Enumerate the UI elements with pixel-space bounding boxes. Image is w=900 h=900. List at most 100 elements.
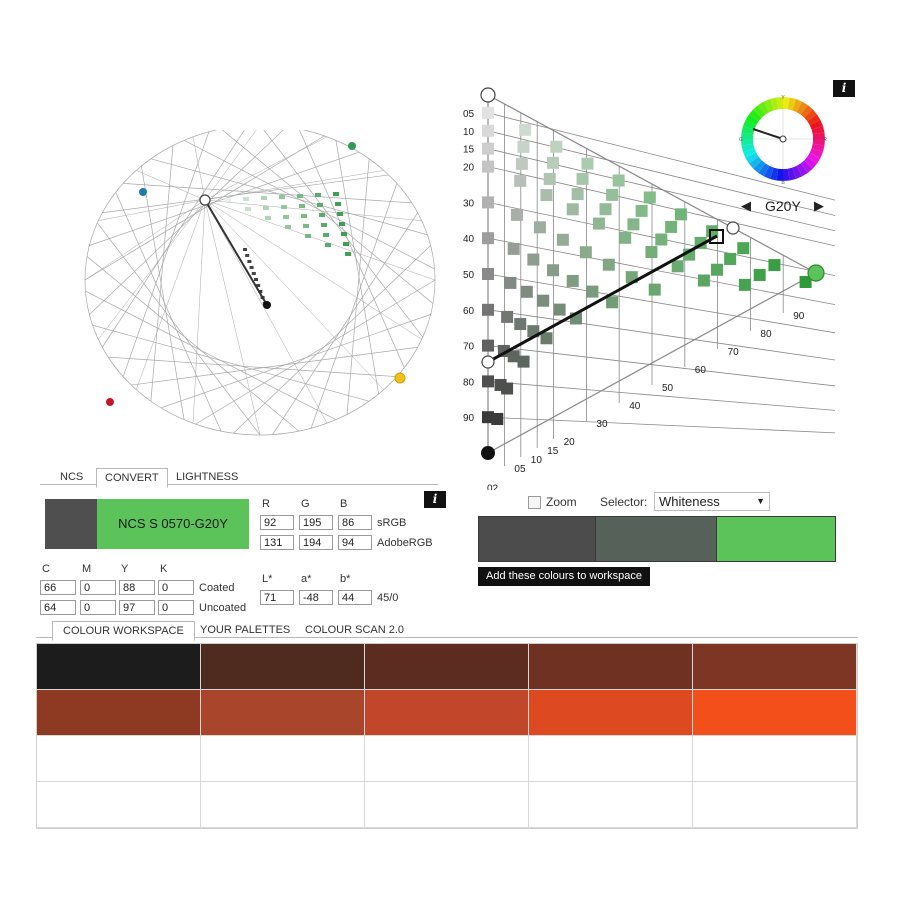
workspace-swatch[interactable] <box>365 644 529 690</box>
selector-colour-1[interactable] <box>478 516 596 562</box>
workspace-swatch[interactable] <box>201 644 365 690</box>
whiteness-tick-label: 40 <box>463 234 475 245</box>
lab-a-field[interactable]: -48 <box>299 590 333 605</box>
lab-label: 45/0 <box>377 592 399 604</box>
full-colour-corner <box>807 264 825 282</box>
adobergb-label: AdobeRGB <box>377 537 433 549</box>
workspace-swatch[interactable] <box>37 644 201 690</box>
lab-b-field[interactable]: 44 <box>338 590 372 605</box>
workspace-empty-slot[interactable] <box>37 782 201 828</box>
tab-colour-scan[interactable]: COLOUR SCAN 2.0 <box>305 624 405 636</box>
wheel-letter: G <box>739 137 743 143</box>
b-header: B <box>340 498 348 510</box>
g-header: G <box>301 498 310 510</box>
triangle-info-button[interactable]: i <box>833 80 855 97</box>
top-tabs-line <box>40 484 438 485</box>
wheel-letter: Y <box>781 95 785 101</box>
add-to-workspace-button[interactable]: Add these colours to workspace <box>478 567 650 586</box>
adobergb-r-field[interactable]: 131 <box>260 535 294 550</box>
tab-colour-workspace[interactable]: COLOUR WORKSPACE <box>52 621 195 641</box>
tab-your-palettes[interactable]: YOUR PALETTES <box>200 624 291 636</box>
selector-value: Whiteness <box>659 494 720 509</box>
blue-hue-marker <box>139 188 147 196</box>
uncoated-k-field[interactable]: 0 <box>158 600 194 615</box>
selector-dropdown[interactable]: Whiteness ▼ <box>654 492 770 511</box>
whiteness-tick-label: 30 <box>463 198 475 209</box>
workspace-empty-slot[interactable] <box>693 736 857 782</box>
chromaticness-tick-label: 90 <box>793 311 805 322</box>
chromaticness-tick-label: 80 <box>760 329 772 340</box>
whiteness-tick-label: 50 <box>463 270 475 281</box>
coated-k-field[interactable]: 0 <box>158 580 194 595</box>
chromaticness-tick-label: 05 <box>514 464 526 475</box>
m-header: M <box>82 563 92 575</box>
workspace-empty-slot[interactable] <box>693 782 857 828</box>
workspace-swatch[interactable] <box>693 690 857 736</box>
workspace-empty-slot[interactable] <box>37 736 201 782</box>
whiteness-tick-label: 20 <box>463 163 475 174</box>
chevron-down-icon: ▼ <box>756 496 765 506</box>
hue-needle <box>752 128 784 140</box>
coated-y-field[interactable]: 88 <box>119 580 155 595</box>
workspace-swatch[interactable] <box>37 690 201 736</box>
a-header: a* <box>301 573 312 585</box>
workspace-swatch[interactable] <box>529 690 693 736</box>
black-point-marker <box>263 301 271 309</box>
srgb-b-field[interactable]: 86 <box>338 515 372 530</box>
whiteness-tick-label: 60 <box>463 306 475 317</box>
selection-line <box>487 234 718 364</box>
zoom-checkbox[interactable] <box>528 496 541 509</box>
chromaticness-tick-label: 70 <box>728 347 740 358</box>
black-corner <box>481 446 495 460</box>
whiteness-tick-label: 10 <box>463 127 475 138</box>
tab-lightness[interactable]: LIGHTNESS <box>176 471 239 483</box>
white-point-marker <box>199 194 211 206</box>
whiteness-tick-label: 70 <box>463 342 475 353</box>
tab-convert[interactable]: CONVERT <box>96 468 168 488</box>
top-edge-handle <box>726 221 740 235</box>
uncoated-y-field[interactable]: 97 <box>119 600 155 615</box>
workspace-swatch[interactable] <box>365 690 529 736</box>
ncs-triangle[interactable]: 05 10 15 20 30 40 50 60 70 80 90 02 05 10 15 20 30 40 50 60… <box>455 80 835 490</box>
hue-next-button[interactable]: ▶ <box>814 198 824 213</box>
whiteness-tick-label: 15 <box>463 145 475 156</box>
uncoated-c-field[interactable]: 64 <box>40 600 76 615</box>
convert-info-button[interactable]: i <box>424 491 446 508</box>
uncoated-label: Uncoated <box>199 602 247 614</box>
coated-label: Coated <box>199 582 235 594</box>
coated-c-field[interactable]: 66 <box>40 580 76 595</box>
chromaticness-tick-label: 20 <box>564 437 576 448</box>
selector-colour-3[interactable] <box>716 516 836 562</box>
workspace-empty-slot[interactable] <box>201 782 365 828</box>
b-lab-header: b* <box>340 573 351 585</box>
r-header: R <box>262 498 270 510</box>
whiteness-tick-label: 90 <box>463 413 475 424</box>
workspace-swatch[interactable] <box>693 644 857 690</box>
selector-colour-2[interactable] <box>596 516 716 562</box>
hue-wheel[interactable]: Y R B G <box>737 92 829 187</box>
hue-prev-button[interactable]: ◀ <box>741 198 751 213</box>
chromaticness-tick-label: 15 <box>547 446 559 457</box>
bottom-tabs-line <box>36 637 858 638</box>
srgb-r-field[interactable]: 92 <box>260 515 294 530</box>
adobergb-b-field[interactable]: 94 <box>338 535 372 550</box>
workspace-empty-slot[interactable] <box>365 736 529 782</box>
workspace-swatch[interactable] <box>529 644 693 690</box>
workspace-empty-slot[interactable] <box>201 736 365 782</box>
workspace-empty-slot[interactable] <box>529 736 693 782</box>
workspace-swatch[interactable] <box>201 690 365 736</box>
srgb-g-field[interactable]: 195 <box>299 515 333 530</box>
tab-ncs[interactable]: NCS <box>60 471 84 483</box>
adobergb-g-field[interactable]: 194 <box>299 535 333 550</box>
lab-l-field[interactable]: 71 <box>260 590 294 605</box>
c-header: C <box>42 563 50 575</box>
chromaticness-tick-label: 40 <box>629 401 641 412</box>
workspace-empty-slot[interactable] <box>529 782 693 828</box>
green-hue-marker <box>348 142 356 150</box>
workspace-empty-slot[interactable] <box>365 782 529 828</box>
uncoated-m-field[interactable]: 0 <box>80 600 116 615</box>
selector-label: Selector: <box>600 495 648 509</box>
ncs-colour-solid[interactable] <box>75 130 445 460</box>
k-header: K <box>160 563 168 575</box>
coated-m-field[interactable]: 0 <box>80 580 116 595</box>
